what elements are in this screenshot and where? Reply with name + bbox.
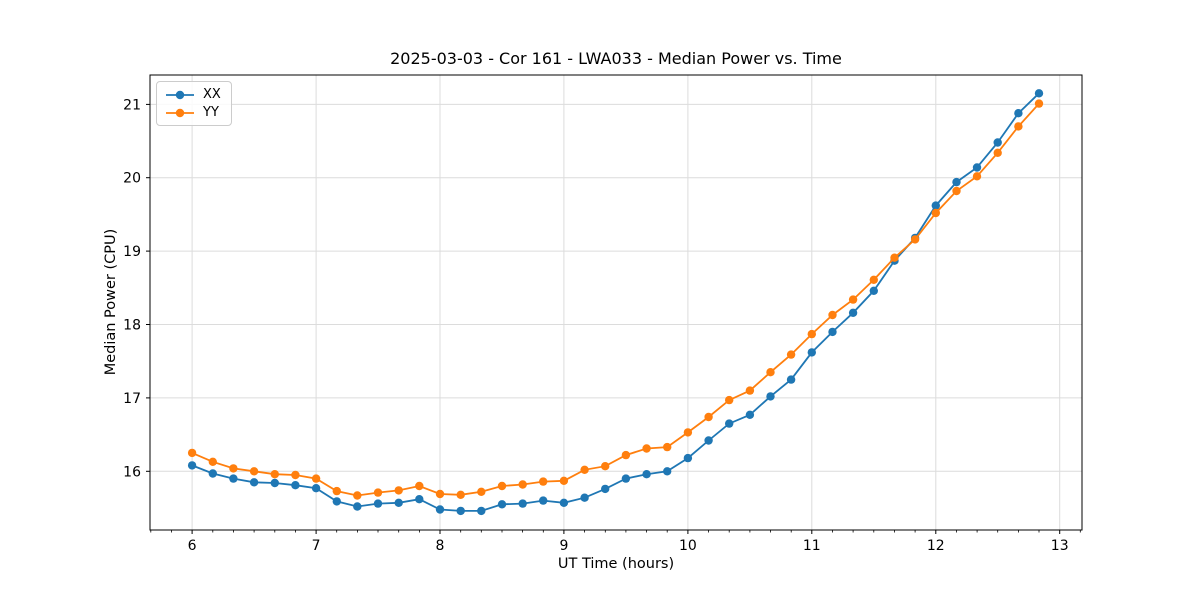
svg-text:12: 12	[927, 538, 945, 554]
svg-text:17: 17	[123, 391, 141, 407]
line-marker-swatch-yy	[166, 108, 194, 117]
y-axis-label: Median Power (CPU)	[103, 228, 119, 376]
svg-text:13: 13	[1051, 538, 1069, 554]
svg-text:21: 21	[123, 97, 141, 113]
svg-text:6: 6	[188, 538, 197, 554]
series-yy-markers	[187, 99, 1044, 500]
legend: XX YY	[156, 81, 232, 126]
line-marker-swatch-xx	[166, 90, 194, 99]
svg-text:11: 11	[803, 538, 821, 554]
legend-item-xx: XX	[165, 87, 221, 102]
svg-text:10: 10	[679, 538, 697, 554]
chart-title: 2025-03-03 - Cor 161 - LWA033 - Median P…	[390, 49, 842, 68]
legend-item-yy: YY	[165, 105, 221, 120]
svg-text:8: 8	[436, 538, 445, 554]
svg-text:20: 20	[123, 171, 141, 187]
svg-text:18: 18	[123, 318, 141, 334]
series-yy-line	[191, 102, 1040, 497]
series-xx-line	[191, 92, 1040, 512]
axes-frame	[149, 74, 1083, 531]
svg-text:19: 19	[123, 244, 141, 260]
svg-text:16: 16	[123, 464, 141, 480]
x-axis-label: UT Time (hours)	[557, 556, 675, 572]
svg-text:7: 7	[312, 538, 321, 554]
legend-label-xx: XX	[203, 87, 221, 102]
svg-text:9: 9	[559, 538, 568, 554]
legend-label-yy: YY	[203, 105, 219, 120]
